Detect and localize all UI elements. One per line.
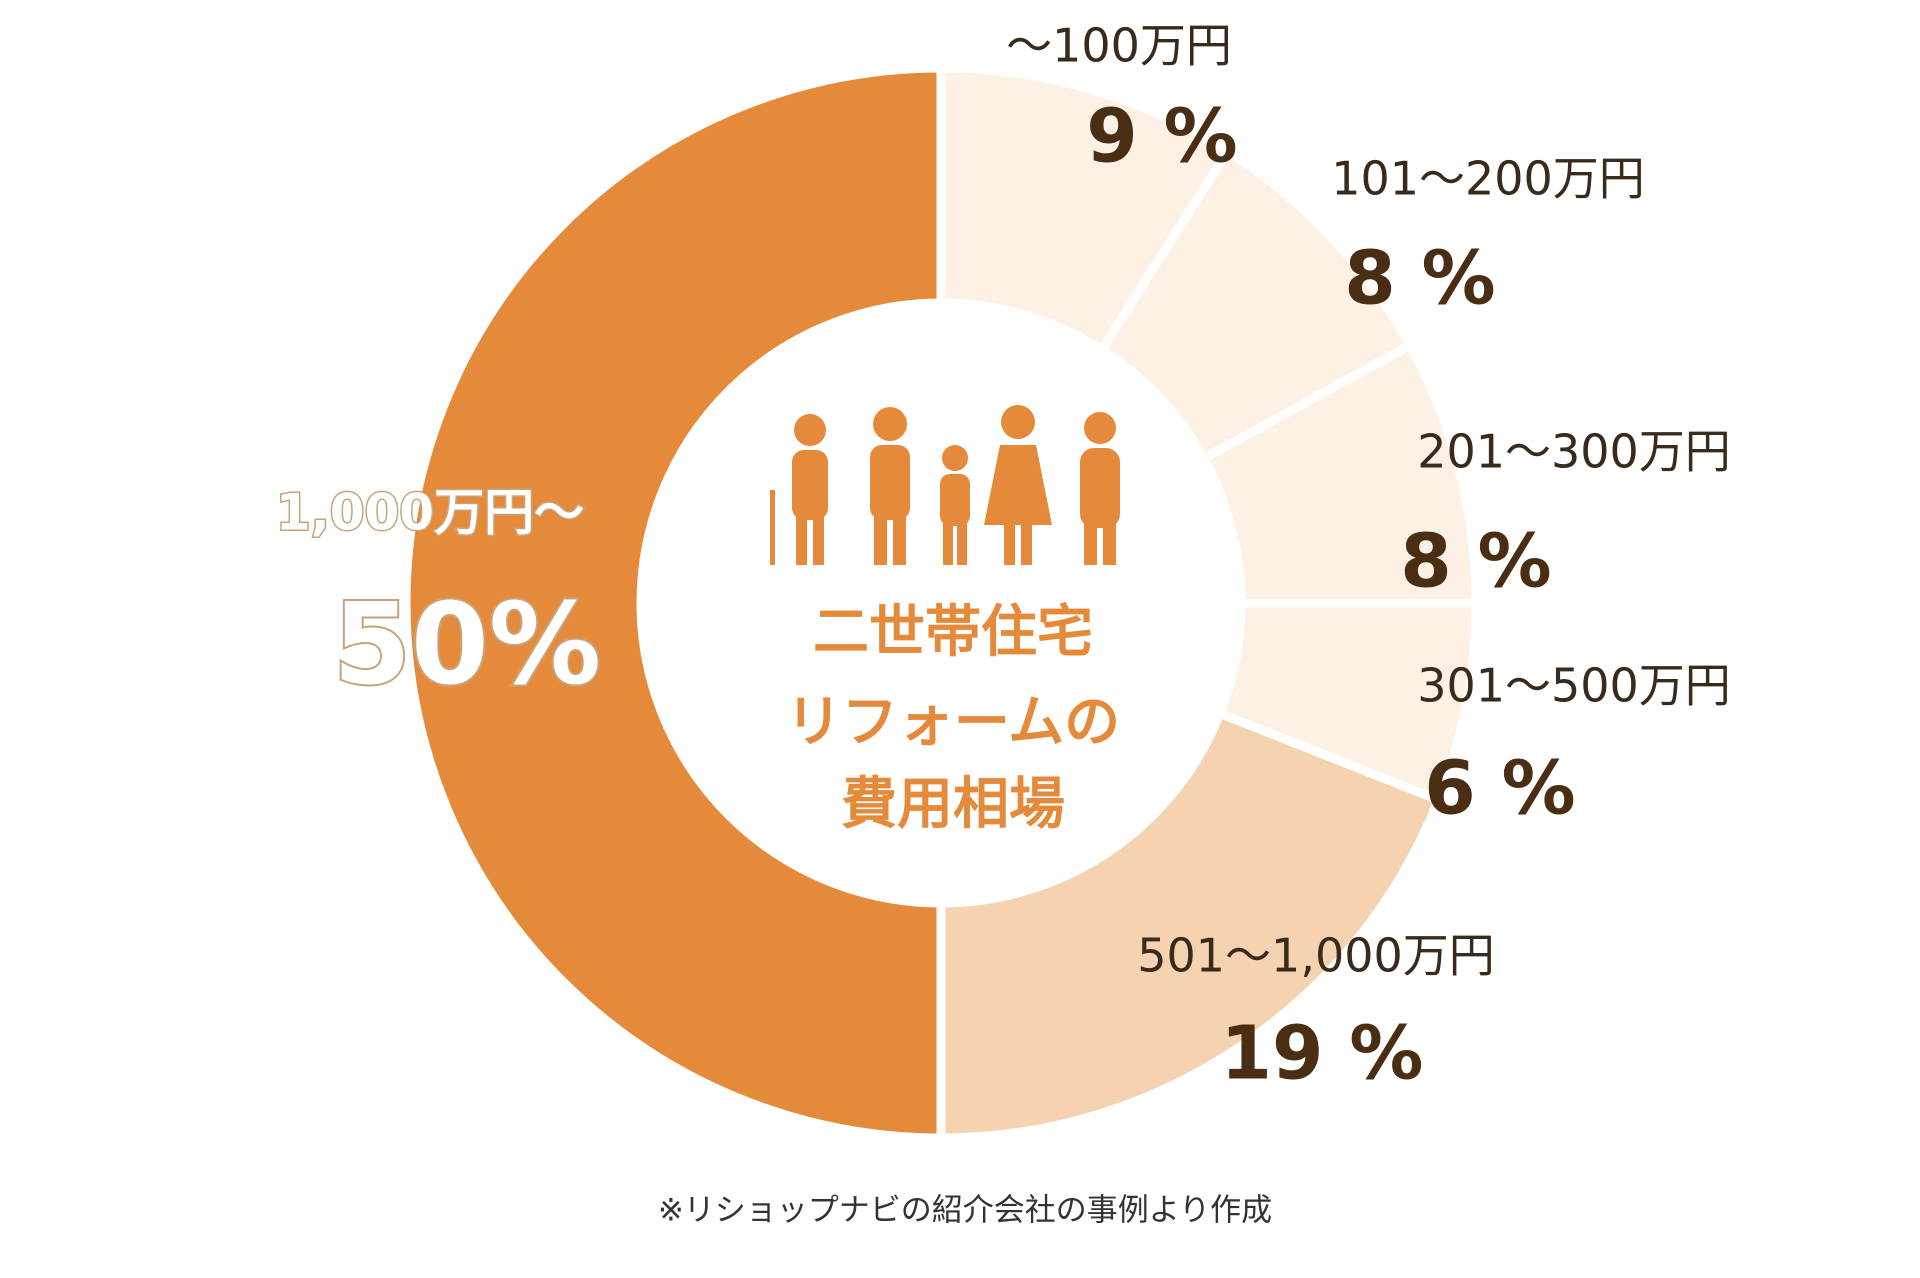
slices (401, 63, 1481, 1143)
center-text: 二世帯住宅 (813, 600, 1093, 665)
center-text: 費用相場 (841, 772, 1065, 837)
family-icon (770, 405, 1120, 565)
category-label: ～100万円 (1006, 19, 1232, 73)
category-label: 101～200万円 (1331, 152, 1645, 206)
value-label: 8 % (1400, 519, 1551, 605)
slice (401, 63, 946, 1143)
slice (936, 707, 1445, 1143)
category-label: 1,000万円～ (276, 484, 584, 542)
footnote: ※リショップナビの紹介会社の事例より作成 (658, 1193, 1272, 1229)
value-label: 8 % (1344, 236, 1495, 322)
category-label: 201～300万円 (1417, 425, 1731, 479)
value-label: 19 % (1221, 1011, 1424, 1097)
category-label: 301～500万円 (1417, 659, 1731, 713)
value-label: 9 % (1086, 94, 1237, 180)
category-label: 501～1,000万円 (1137, 929, 1495, 983)
center-text: リフォームの (786, 690, 1120, 755)
value-label: 6 % (1424, 746, 1575, 832)
value-label: 50% (333, 580, 601, 710)
